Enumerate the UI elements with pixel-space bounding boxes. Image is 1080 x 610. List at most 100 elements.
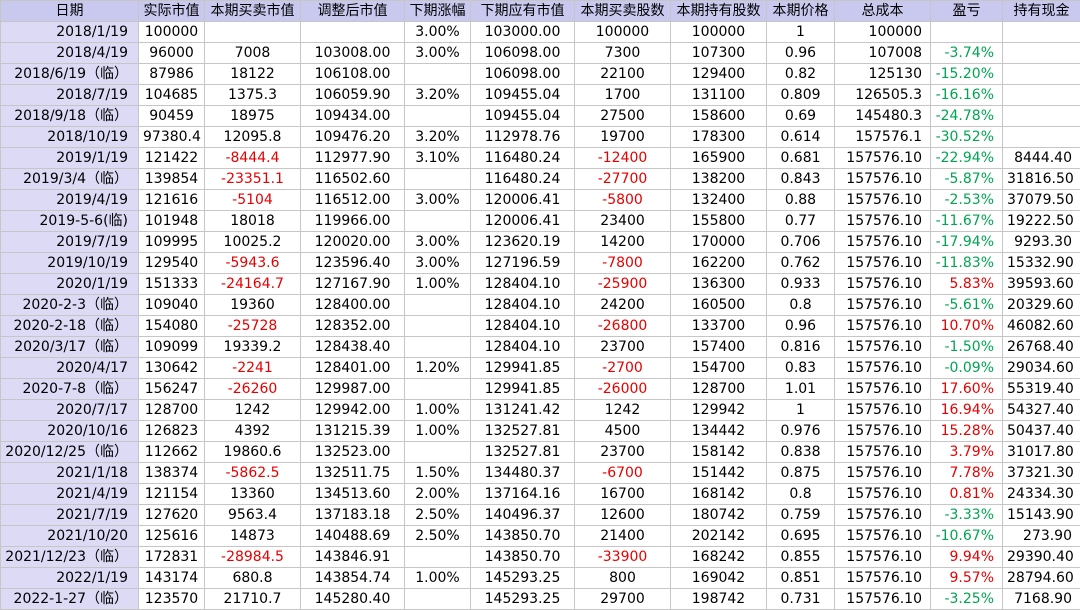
cell-next-period-rise[interactable] [405,337,471,358]
cell-period-trade-shares[interactable]: -2700 [575,358,671,379]
cell-adjusted-market-value[interactable]: 137183.18 [301,505,405,526]
cell-adjusted-market-value[interactable]: 132523.00 [301,442,405,463]
cell-adjusted-market-value[interactable]: 128352.00 [301,316,405,337]
cell-period-trade-value[interactable]: 14873 [205,526,301,547]
cell-next-period-rise[interactable]: 1.00% [405,568,471,589]
cell-next-target-value[interactable]: 123620.19 [471,232,575,253]
cell-total-cost[interactable]: 157576.10 [835,442,931,463]
cell-adjusted-market-value[interactable]: 129987.00 [301,379,405,400]
cell-adjusted-market-value[interactable]: 103008.00 [301,43,405,64]
col-header-period-trade-shares[interactable]: 本期买卖股数 [575,1,671,22]
cell-next-period-rise[interactable]: 3.20% [405,85,471,106]
cell-date[interactable]: 2018/1/19 [1,22,139,43]
cell-cash-held[interactable]: 37079.50 [1003,190,1080,211]
cell-date[interactable]: 2018/6/19（临） [1,64,139,85]
cell-period-trade-value[interactable]: 19339.2 [205,337,301,358]
cell-adjusted-market-value[interactable]: 134513.60 [301,484,405,505]
cell-next-period-rise[interactable] [405,64,471,85]
cell-total-cost[interactable]: 157576.10 [835,484,931,505]
cell-date[interactable]: 2021/7/19 [1,505,139,526]
cell-next-target-value[interactable]: 140496.37 [471,505,575,526]
cell-period-held-shares[interactable]: 168242 [671,547,767,568]
cell-period-held-shares[interactable]: 133700 [671,316,767,337]
cell-date[interactable]: 2020/1/19 [1,274,139,295]
cell-next-period-rise[interactable]: 2.00% [405,484,471,505]
cell-period-held-shares[interactable]: 151442 [671,463,767,484]
cell-total-cost[interactable]: 157576.1 [835,127,931,148]
cell-period-price[interactable]: 0.875 [767,463,835,484]
cell-period-held-shares[interactable]: 154700 [671,358,767,379]
cell-cash-held[interactable]: 29390.40 [1003,547,1080,568]
cell-total-cost[interactable]: 157576.10 [835,505,931,526]
cell-period-trade-value[interactable]: 19360 [205,295,301,316]
cell-period-held-shares[interactable]: 138200 [671,169,767,190]
cell-total-cost[interactable]: 100000 [835,22,931,43]
cell-period-price[interactable]: 0.759 [767,505,835,526]
cell-period-trade-value[interactable]: 1375.3 [205,85,301,106]
cell-adjusted-market-value[interactable]: 119966.00 [301,211,405,232]
cell-period-held-shares[interactable]: 157400 [671,337,767,358]
cell-period-held-shares[interactable]: 129942 [671,400,767,421]
cell-period-trade-shares[interactable]: -33900 [575,547,671,568]
cell-date[interactable]: 2022/1/19 [1,568,139,589]
cell-period-trade-shares[interactable]: 1700 [575,85,671,106]
cell-date[interactable]: 2019/3/4（临） [1,169,139,190]
cell-profit-loss[interactable]: 17.60% [931,379,1003,400]
cell-actual-market-value[interactable]: 100000 [139,22,205,43]
cell-adjusted-market-value[interactable]: 143846.91 [301,547,405,568]
cell-actual-market-value[interactable]: 96000 [139,43,205,64]
cell-period-trade-value[interactable]: 18975 [205,106,301,127]
cell-period-price[interactable]: 0.77 [767,211,835,232]
col-header-next-target-value[interactable]: 下期应有市值 [471,1,575,22]
cell-next-period-rise[interactable]: 3.10% [405,148,471,169]
cell-cash-held[interactable] [1003,127,1080,148]
cell-period-price[interactable]: 0.843 [767,169,835,190]
cell-cash-held[interactable]: 15332.90 [1003,253,1080,274]
cell-next-period-rise[interactable]: 3.00% [405,232,471,253]
cell-adjusted-market-value[interactable]: 120020.00 [301,232,405,253]
cell-cash-held[interactable] [1003,85,1080,106]
col-header-cash-held[interactable]: 持有现金 [1003,1,1080,22]
cell-cash-held[interactable]: 7168.90 [1003,589,1080,610]
cell-actual-market-value[interactable]: 172831 [139,547,205,568]
cell-actual-market-value[interactable]: 121616 [139,190,205,211]
cell-period-trade-value[interactable]: -25728 [205,316,301,337]
cell-actual-market-value[interactable]: 139854 [139,169,205,190]
cell-actual-market-value[interactable]: 101948 [139,211,205,232]
cell-period-trade-shares[interactable]: 23700 [575,442,671,463]
cell-adjusted-market-value[interactable]: 128400.00 [301,295,405,316]
cell-next-period-rise[interactable]: 1.50% [405,463,471,484]
col-header-adjusted-market-value[interactable]: 调整后市值 [301,1,405,22]
cell-period-trade-value[interactable]: -23351.1 [205,169,301,190]
cell-actual-market-value[interactable]: 156247 [139,379,205,400]
cell-next-target-value[interactable]: 128404.10 [471,316,575,337]
cell-period-trade-shares[interactable]: -26000 [575,379,671,400]
cell-next-period-rise[interactable]: 3.20% [405,127,471,148]
cell-period-trade-value[interactable]: -24164.7 [205,274,301,295]
cell-next-target-value[interactable]: 145293.25 [471,568,575,589]
cell-period-held-shares[interactable]: 178300 [671,127,767,148]
cell-period-trade-shares[interactable]: 29700 [575,589,671,610]
cell-actual-market-value[interactable]: 112662 [139,442,205,463]
cell-period-trade-shares[interactable]: 14200 [575,232,671,253]
cell-period-trade-shares[interactable]: -5800 [575,190,671,211]
cell-total-cost[interactable]: 157576.10 [835,211,931,232]
cell-period-trade-shares[interactable]: 100000 [575,22,671,43]
cell-next-target-value[interactable]: 109455.04 [471,85,575,106]
cell-total-cost[interactable]: 157576.10 [835,232,931,253]
cell-period-held-shares[interactable]: 198742 [671,589,767,610]
cell-period-price[interactable]: 0.838 [767,442,835,463]
cell-profit-loss[interactable]: 7.78% [931,463,1003,484]
cell-period-trade-shares[interactable]: 800 [575,568,671,589]
cell-profit-loss[interactable]: 9.57% [931,568,1003,589]
cell-period-price[interactable]: 0.83 [767,358,835,379]
col-header-profit-loss[interactable]: 盈亏 [931,1,1003,22]
cell-date[interactable]: 2018/7/19 [1,85,139,106]
cell-period-held-shares[interactable]: 155800 [671,211,767,232]
cell-cash-held[interactable]: 24334.30 [1003,484,1080,505]
cell-total-cost[interactable]: 157576.10 [835,463,931,484]
cell-profit-loss[interactable]: -3.74% [931,43,1003,64]
cell-date[interactable]: 2019/4/19 [1,190,139,211]
cell-date[interactable]: 2021/4/19 [1,484,139,505]
cell-actual-market-value[interactable]: 87986 [139,64,205,85]
